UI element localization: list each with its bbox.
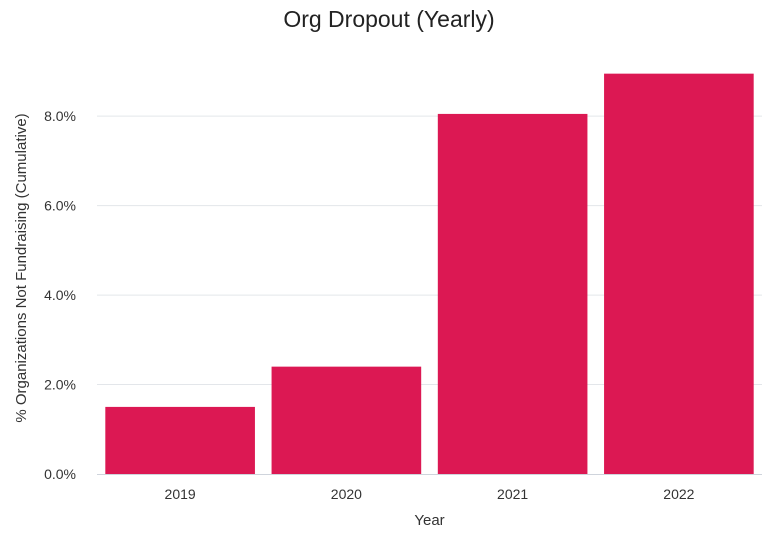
y-tick-label: 6.0% bbox=[44, 198, 76, 214]
bar-2021[interactable] bbox=[437, 113, 588, 475]
x-axis-label: Year bbox=[414, 512, 444, 529]
bar-2020[interactable] bbox=[271, 366, 422, 474]
bar-2019[interactable] bbox=[105, 406, 255, 474]
x-tick-label: 2022 bbox=[663, 486, 694, 502]
y-tick-label: 0.0% bbox=[44, 466, 76, 482]
x-tick-label: 2021 bbox=[497, 486, 528, 502]
y-tick-label: 2.0% bbox=[44, 377, 76, 393]
x-axis-ticks: 2019 2020 2021 2022 bbox=[165, 486, 695, 502]
chart-title: Org Dropout (Yearly) bbox=[283, 6, 495, 32]
x-tick-label: 2019 bbox=[165, 486, 196, 502]
bars bbox=[105, 73, 754, 475]
y-tick-label: 8.0% bbox=[44, 108, 76, 124]
y-tick-label: 4.0% bbox=[44, 287, 76, 303]
y-axis-label: % Organizations Not Fundraising (Cumulat… bbox=[13, 113, 30, 422]
x-tick-label: 2020 bbox=[331, 486, 362, 502]
y-axis-ticks: 0.0% 2.0% 4.0% 6.0% 8.0% bbox=[44, 108, 76, 482]
bar-2022[interactable] bbox=[604, 73, 754, 474]
